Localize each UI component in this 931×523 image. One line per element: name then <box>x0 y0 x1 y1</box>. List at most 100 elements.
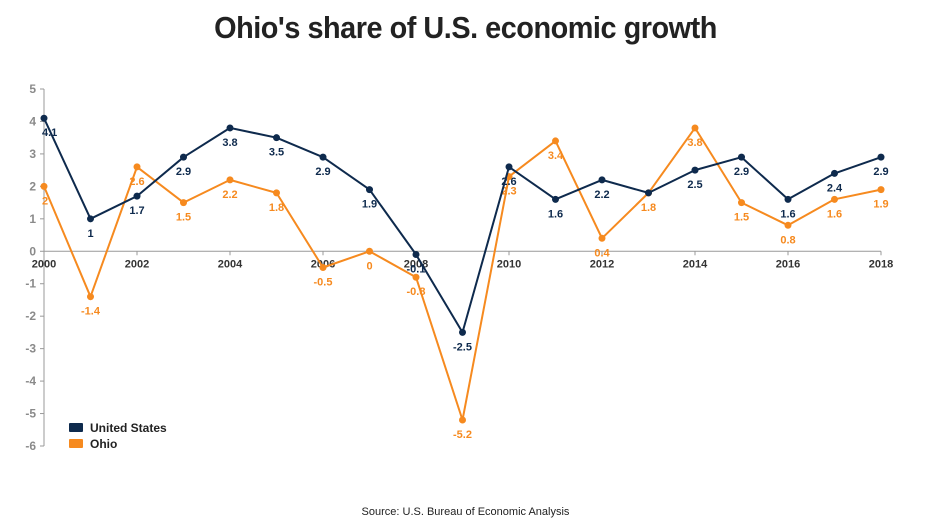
x-tick-label: 2000 <box>32 258 56 270</box>
data-point-united-states <box>877 153 885 161</box>
y-tick-label: 2 <box>29 179 36 193</box>
data-label-united-states: 2.9 <box>734 166 749 178</box>
data-label-ohio: 0.8 <box>780 234 795 246</box>
data-point-united-states <box>87 215 94 223</box>
x-tick-label: 2010 <box>497 258 521 270</box>
data-label-ohio: 2.2 <box>222 189 237 201</box>
data-label-ohio: 1.5 <box>176 212 191 224</box>
data-label-ohio: 0 <box>366 260 372 272</box>
x-tick-label: 2016 <box>776 258 800 270</box>
data-point-united-states <box>784 195 792 203</box>
data-point-ohio <box>226 176 234 184</box>
data-point-united-states <box>645 189 652 197</box>
legend-label-united-states: United States <box>90 421 167 435</box>
y-tick-label: 5 <box>29 82 36 96</box>
data-point-ohio <box>133 163 141 171</box>
data-label-united-states: -2.5 <box>453 341 472 353</box>
data-label-united-states: 2.9 <box>176 166 191 178</box>
data-label-united-states: 1.6 <box>548 208 563 220</box>
data-point-united-states <box>226 124 234 132</box>
data-point-united-states <box>691 166 699 174</box>
data-point-ohio <box>87 293 94 301</box>
data-label-united-states: 2.6 <box>501 176 516 188</box>
data-point-united-states <box>738 153 745 161</box>
data-point-ohio <box>366 247 373 255</box>
y-tick-label: -1 <box>25 277 36 291</box>
data-point-united-states <box>133 192 141 200</box>
y-tick-label: 1 <box>29 212 36 226</box>
x-tick-label: 2012 <box>590 258 614 270</box>
data-label-united-states: 4.1 <box>42 127 57 139</box>
data-point-united-states <box>459 328 466 336</box>
y-tick-label: -4 <box>25 374 36 388</box>
series-layer: 2 -1.4 2.6 1.5 2.2 1.8 -0.5 0 -0.8 -5.2 2.3 3.4 0.4 1… <box>40 114 889 441</box>
data-point-ohio <box>831 195 838 203</box>
data-label-ohio: 1.8 <box>641 202 656 214</box>
y-tick-label: 3 <box>29 147 36 161</box>
x-tick-label: 2008 <box>404 258 428 270</box>
y-tick-label: -2 <box>25 309 36 323</box>
data-point-united-states <box>273 134 280 142</box>
x-tick-label: 2004 <box>218 258 243 270</box>
data-point-united-states <box>366 186 373 194</box>
y-tick-label: 4 <box>29 114 36 128</box>
data-point-ohio <box>273 189 280 197</box>
data-point-ohio <box>738 199 745 207</box>
data-point-ohio <box>180 199 187 207</box>
x-tick-label: 2002 <box>125 258 149 270</box>
data-label-ohio: 1.6 <box>827 208 842 220</box>
data-point-united-states <box>412 251 420 259</box>
data-label-ohio: 3.8 <box>687 137 702 149</box>
series-ohio: 2 -1.4 2.6 1.5 2.2 1.8 -0.5 0 -0.8 -5.2 2.3 3.4 0.4 1… <box>40 124 889 441</box>
y-tick-label: -6 <box>25 439 36 453</box>
data-label-united-states: 2.9 <box>873 166 888 178</box>
data-point-united-states <box>505 163 513 171</box>
data-point-ohio <box>319 264 327 271</box>
data-point-ohio <box>691 124 699 132</box>
data-label-ohio: 0.4 <box>594 247 610 259</box>
data-label-united-states: 2.5 <box>687 179 702 191</box>
data-label-united-states: 1.7 <box>129 205 144 217</box>
data-label-united-states: 2.2 <box>594 189 609 201</box>
data-label-united-states: 1.9 <box>362 199 377 211</box>
legend-swatch-ohio <box>69 439 83 448</box>
series-line-ohio <box>43 126 882 421</box>
series-united-states: 4.1 1 1.7 2.9 3.8 3.5 2.9 1.9 -0.1 -2.5 2.6 1.6 2.2 2… <box>40 114 889 353</box>
chart-title: Ohio's share of U.S. economic growth <box>214 10 717 45</box>
data-label-united-states: 2.4 <box>827 182 843 194</box>
y-tick-label: -5 <box>25 407 36 421</box>
data-point-united-states <box>180 153 187 161</box>
data-label-ohio: 3.4 <box>548 150 564 162</box>
x-tick-label: 2018 <box>869 258 893 270</box>
x-axis: 2000200220042006200820102012201420162018 <box>32 250 893 270</box>
data-point-ohio <box>552 137 559 145</box>
data-label-ohio: 2.3 <box>501 186 516 198</box>
y-tick-label: -3 <box>25 342 36 356</box>
data-point-united-states <box>40 114 48 122</box>
legend: United States Ohio <box>69 421 167 451</box>
data-point-ohio <box>784 221 792 229</box>
data-label-united-states: 3.5 <box>269 147 284 159</box>
data-point-ohio <box>412 273 420 281</box>
data-label-ohio: -1.4 <box>81 306 101 318</box>
data-point-ohio <box>877 186 885 194</box>
data-label-united-states: 1.6 <box>780 208 795 220</box>
data-point-ohio <box>459 416 466 424</box>
data-label-united-states: 3.8 <box>222 137 237 149</box>
data-label-ohio: 1.8 <box>269 202 284 214</box>
y-tick-label: 0 <box>29 244 36 258</box>
x-tick-label: 2014 <box>683 258 708 270</box>
data-label-united-states: 1 <box>87 228 93 240</box>
data-label-ohio: 1.9 <box>873 199 888 211</box>
source-note: Source: U.S. Bureau of Economic Analysis <box>361 506 570 518</box>
data-point-united-states <box>552 195 559 203</box>
data-label-ohio: -5.2 <box>453 429 472 441</box>
data-point-ohio <box>40 182 48 190</box>
data-point-united-states <box>319 153 327 161</box>
data-label-ohio: 2 <box>42 195 48 207</box>
series-line-united-states <box>43 117 882 334</box>
data-label-ohio: 1.5 <box>734 212 749 224</box>
legend-swatch-united-states <box>69 423 83 432</box>
